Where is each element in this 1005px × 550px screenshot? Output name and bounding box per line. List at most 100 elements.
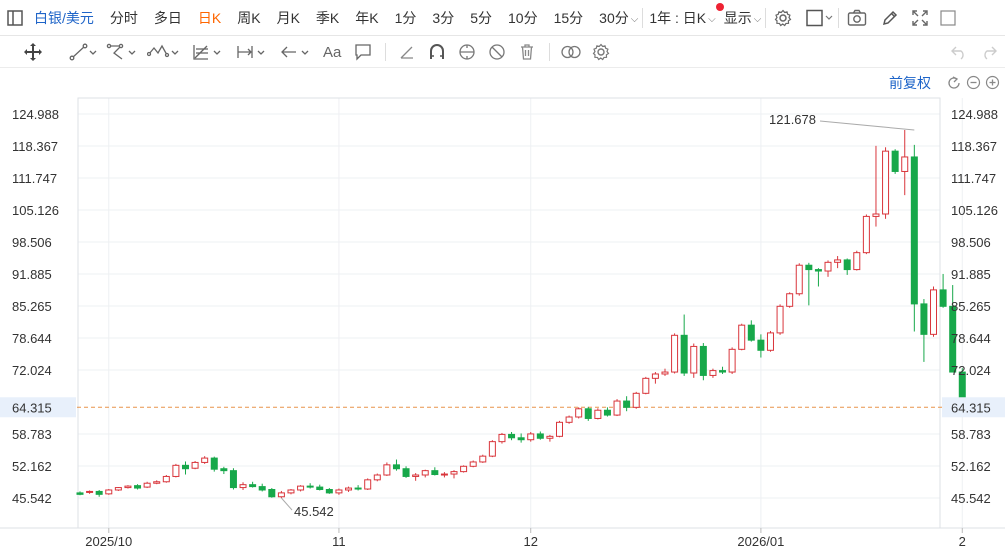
y-tick-label-left: 64.315	[12, 400, 52, 415]
candle-body-up	[872, 213, 880, 217]
reset-icon[interactable]	[948, 76, 960, 89]
y-axis-left: 124.988 118.367 111.747 105.126 98.506 91.885…	[0, 107, 76, 506]
chart-frame	[0, 97, 1005, 529]
candle-body-down	[220, 468, 228, 472]
current-price-bg-right	[942, 397, 1005, 418]
period-tab-duori[interactable]: 多日	[153, 9, 182, 26]
candle-body-up	[930, 289, 938, 335]
x-tick-label: 11	[332, 534, 346, 549]
period-tab-weekly[interactable]: 周K	[237, 9, 261, 26]
line-tool-icon[interactable]	[66, 36, 102, 68]
candle-body-down	[747, 324, 755, 341]
candles	[76, 129, 966, 499]
period-tab-30min[interactable]: 30分 ⌵	[591, 0, 642, 36]
candle-body-up	[527, 433, 535, 441]
candle-body-down	[181, 464, 189, 470]
measure-tool-icon[interactable]	[230, 36, 274, 68]
y-tick-label-left: 45.542	[12, 491, 52, 506]
y-tick-label-right: 64.315	[951, 400, 991, 415]
period-tab-15min[interactable]: 15分	[553, 9, 584, 26]
candle-body-up	[153, 481, 161, 484]
toolbar-divider	[838, 7, 840, 28]
plot-border	[77, 97, 941, 529]
candle-body-down	[939, 289, 947, 307]
arrow-tool-icon[interactable]	[274, 36, 318, 68]
display-menu[interactable]: 显示 ⌵	[715, 0, 766, 36]
candle-body-down	[306, 485, 314, 488]
candle-body-up	[469, 461, 477, 467]
candle-body-up	[440, 473, 448, 476]
candle-body-up	[412, 474, 420, 477]
layout-square-icon[interactable]	[800, 0, 838, 36]
range-selector[interactable]: 1年 : 日K ⌵	[643, 0, 719, 36]
candle-body-up	[297, 485, 305, 491]
grid	[78, 98, 963, 528]
lock-drawing-icon[interactable]	[452, 36, 482, 68]
candle-body-up	[345, 487, 353, 491]
period-tab-daily[interactable]: 日K	[197, 9, 222, 26]
candle-body-up	[364, 479, 372, 490]
compare-icon[interactable]	[556, 36, 586, 68]
zoom-out-icon[interactable]	[966, 75, 981, 90]
y-tick-label-left: 118.367	[12, 139, 58, 154]
symbol-name[interactable]: 白银/美元	[34, 9, 94, 26]
collapse-icon[interactable]	[935, 0, 961, 36]
delete-trash-icon[interactable]	[512, 36, 542, 68]
wave-tool-icon[interactable]	[142, 36, 186, 68]
y-tick-label-left: 91.885	[12, 267, 52, 282]
panel-toggle-icon[interactable]	[0, 0, 30, 36]
fullscreen-icon[interactable]	[905, 0, 935, 36]
y-tick-label-right: 78.644	[951, 331, 991, 346]
chevron-down-icon: ⌵	[630, 13, 639, 25]
period-tab-3min[interactable]: 3分	[432, 9, 455, 26]
candle-body-down	[392, 464, 400, 470]
y-tick-label-left: 72.024	[12, 363, 52, 378]
y-tick-label-right: 72.024	[951, 363, 991, 378]
camera-icon[interactable]	[839, 0, 875, 36]
candlestick-chart[interactable]: 121.678 45.542 124.988 118.367 111.747 105.1…	[0, 68, 1005, 550]
move-crosshair-icon[interactable]	[0, 36, 66, 68]
fibonacci-tool-icon[interactable]	[186, 36, 230, 68]
y-tick-label-right: 58.783	[951, 427, 991, 442]
candle-body-down	[584, 408, 592, 419]
period-tab-5min[interactable]: 5分	[470, 9, 492, 26]
drawing-toolbar-divider	[542, 36, 556, 68]
candle-body-down	[210, 457, 218, 470]
candle-body-down	[431, 470, 439, 476]
period-tab-1min[interactable]: 1分	[394, 9, 417, 26]
y-tick-label-left: 52.162	[12, 459, 52, 474]
candle-body-up	[594, 409, 602, 419]
period-tab-quarterly[interactable]: 季K	[315, 9, 340, 26]
candle-body-up	[373, 474, 381, 481]
settings-gear-icon[interactable]	[766, 0, 800, 36]
candle-body-up	[546, 435, 554, 439]
candle-body-up	[575, 408, 583, 418]
hide-drawings-icon[interactable]	[482, 36, 512, 68]
period-tab-10min[interactable]: 10分	[508, 9, 538, 26]
zoom-in-icon[interactable]	[985, 75, 1000, 90]
pencil-icon[interactable]	[875, 0, 905, 36]
period-tab-yearly[interactable]: 年K	[355, 9, 379, 26]
adjust-mode-label[interactable]: 前复权	[889, 75, 931, 91]
candle-body-down	[268, 489, 276, 498]
angle-tool-icon[interactable]	[392, 36, 422, 68]
redo-arrow-icon[interactable]	[973, 36, 1005, 68]
period-tab-fenshi[interactable]: 分时	[109, 9, 138, 26]
undo-arrow-icon[interactable]	[945, 36, 973, 68]
comment-tool-icon[interactable]	[348, 36, 378, 68]
drawing-settings-gear-icon[interactable]	[586, 36, 616, 68]
y-tick-label-right: 124.988	[951, 107, 998, 122]
y-tick-label-left: 124.988	[12, 107, 59, 122]
candlestick-chart-area[interactable]: 121.678 45.542 124.988 118.367 111.747 105.1…	[0, 68, 1005, 550]
magnet-icon[interactable]	[422, 36, 452, 68]
y-axis-right: 124.988 118.367 111.747 105.126 98.506 91.885…	[942, 107, 1005, 506]
current-price-bg-left	[0, 397, 76, 418]
text-tool-icon[interactable]: Aa	[318, 36, 348, 68]
period-tab-monthly[interactable]: 月K	[276, 9, 300, 26]
candle-body-down	[719, 370, 727, 373]
polyline-tool-icon[interactable]	[102, 36, 142, 68]
candle-body-up	[642, 377, 650, 394]
candle-body-down	[325, 489, 333, 494]
candle-body-down	[536, 433, 544, 439]
candle-body-up	[824, 261, 832, 272]
